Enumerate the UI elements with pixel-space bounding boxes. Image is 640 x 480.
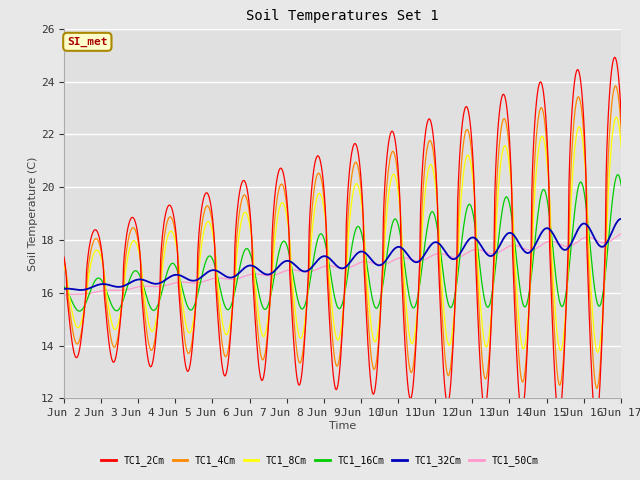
TC1_4Cm [593, 385, 601, 391]
TC1_8Cm [180, 314, 188, 320]
TC1_32Cm [205, 268, 213, 274]
TC1_4Cm [301, 324, 309, 330]
TC1_8Cm [544, 173, 552, 179]
TC1_50Cm [205, 277, 212, 283]
TC1_4Cm [205, 204, 212, 210]
TC1_8Cm [483, 344, 490, 350]
TC1_2Cm [544, 159, 552, 165]
Y-axis label: Soil Temperature (C): Soil Temperature (C) [28, 156, 38, 271]
TC1_2Cm [614, 66, 621, 72]
TC1_32Cm [77, 287, 85, 293]
TC1_16Cm [613, 172, 621, 178]
TC1_50Cm [544, 239, 552, 244]
TC1_8Cm [612, 114, 620, 120]
TC1_32Cm [483, 252, 491, 257]
X-axis label: Time: Time [329, 421, 356, 431]
TC1_16Cm [545, 209, 553, 215]
TC1_16Cm [618, 185, 625, 191]
TC1_50Cm [612, 234, 620, 240]
TC1_2Cm [611, 54, 618, 60]
Legend: TC1_2Cm, TC1_4Cm, TC1_8Cm, TC1_16Cm, TC1_32Cm, TC1_50Cm: TC1_2Cm, TC1_4Cm, TC1_8Cm, TC1_16Cm, TC1… [97, 452, 543, 470]
TC1_32Cm [617, 216, 625, 222]
TC1_8Cm [301, 315, 309, 321]
TC1_2Cm [592, 419, 600, 425]
TC1_8Cm [60, 263, 68, 269]
TC1_4Cm [612, 83, 620, 89]
Line: TC1_8Cm: TC1_8Cm [64, 117, 621, 352]
Text: SI_met: SI_met [67, 37, 108, 47]
TC1_50Cm [60, 292, 68, 298]
TC1_8Cm [594, 349, 602, 355]
TC1_50Cm [301, 269, 309, 275]
Line: TC1_4Cm: TC1_4Cm [64, 86, 621, 388]
TC1_32Cm [182, 275, 189, 281]
TC1_32Cm [618, 216, 625, 222]
TC1_16Cm [483, 304, 491, 310]
TC1_50Cm [180, 279, 188, 285]
TC1_32Cm [302, 268, 310, 274]
TC1_16Cm [60, 284, 68, 289]
TC1_2Cm [180, 357, 188, 362]
TC1_4Cm [483, 375, 490, 381]
TC1_8Cm [618, 148, 625, 154]
TC1_16Cm [302, 299, 310, 304]
TC1_32Cm [613, 219, 621, 225]
TC1_2Cm [483, 400, 490, 406]
TC1_4Cm [618, 133, 625, 139]
TC1_16Cm [76, 308, 83, 314]
Line: TC1_50Cm: TC1_50Cm [64, 234, 621, 295]
TC1_8Cm [614, 117, 621, 122]
Title: Soil Temperatures Set 1: Soil Temperatures Set 1 [246, 10, 438, 24]
TC1_2Cm [301, 326, 309, 332]
TC1_32Cm [545, 226, 553, 232]
Line: TC1_16Cm: TC1_16Cm [64, 175, 621, 311]
TC1_32Cm [60, 286, 68, 292]
TC1_2Cm [60, 254, 68, 260]
Line: TC1_32Cm: TC1_32Cm [64, 219, 621, 290]
TC1_4Cm [544, 164, 552, 169]
TC1_16Cm [205, 253, 213, 259]
TC1_16Cm [614, 172, 621, 178]
TC1_4Cm [614, 89, 621, 95]
TC1_2Cm [205, 192, 212, 198]
TC1_50Cm [618, 231, 625, 237]
Line: TC1_2Cm: TC1_2Cm [64, 57, 621, 422]
TC1_16Cm [182, 298, 189, 303]
TC1_4Cm [60, 257, 68, 263]
TC1_50Cm [483, 249, 490, 255]
TC1_8Cm [205, 219, 212, 225]
TC1_2Cm [618, 122, 625, 128]
TC1_4Cm [180, 336, 188, 342]
